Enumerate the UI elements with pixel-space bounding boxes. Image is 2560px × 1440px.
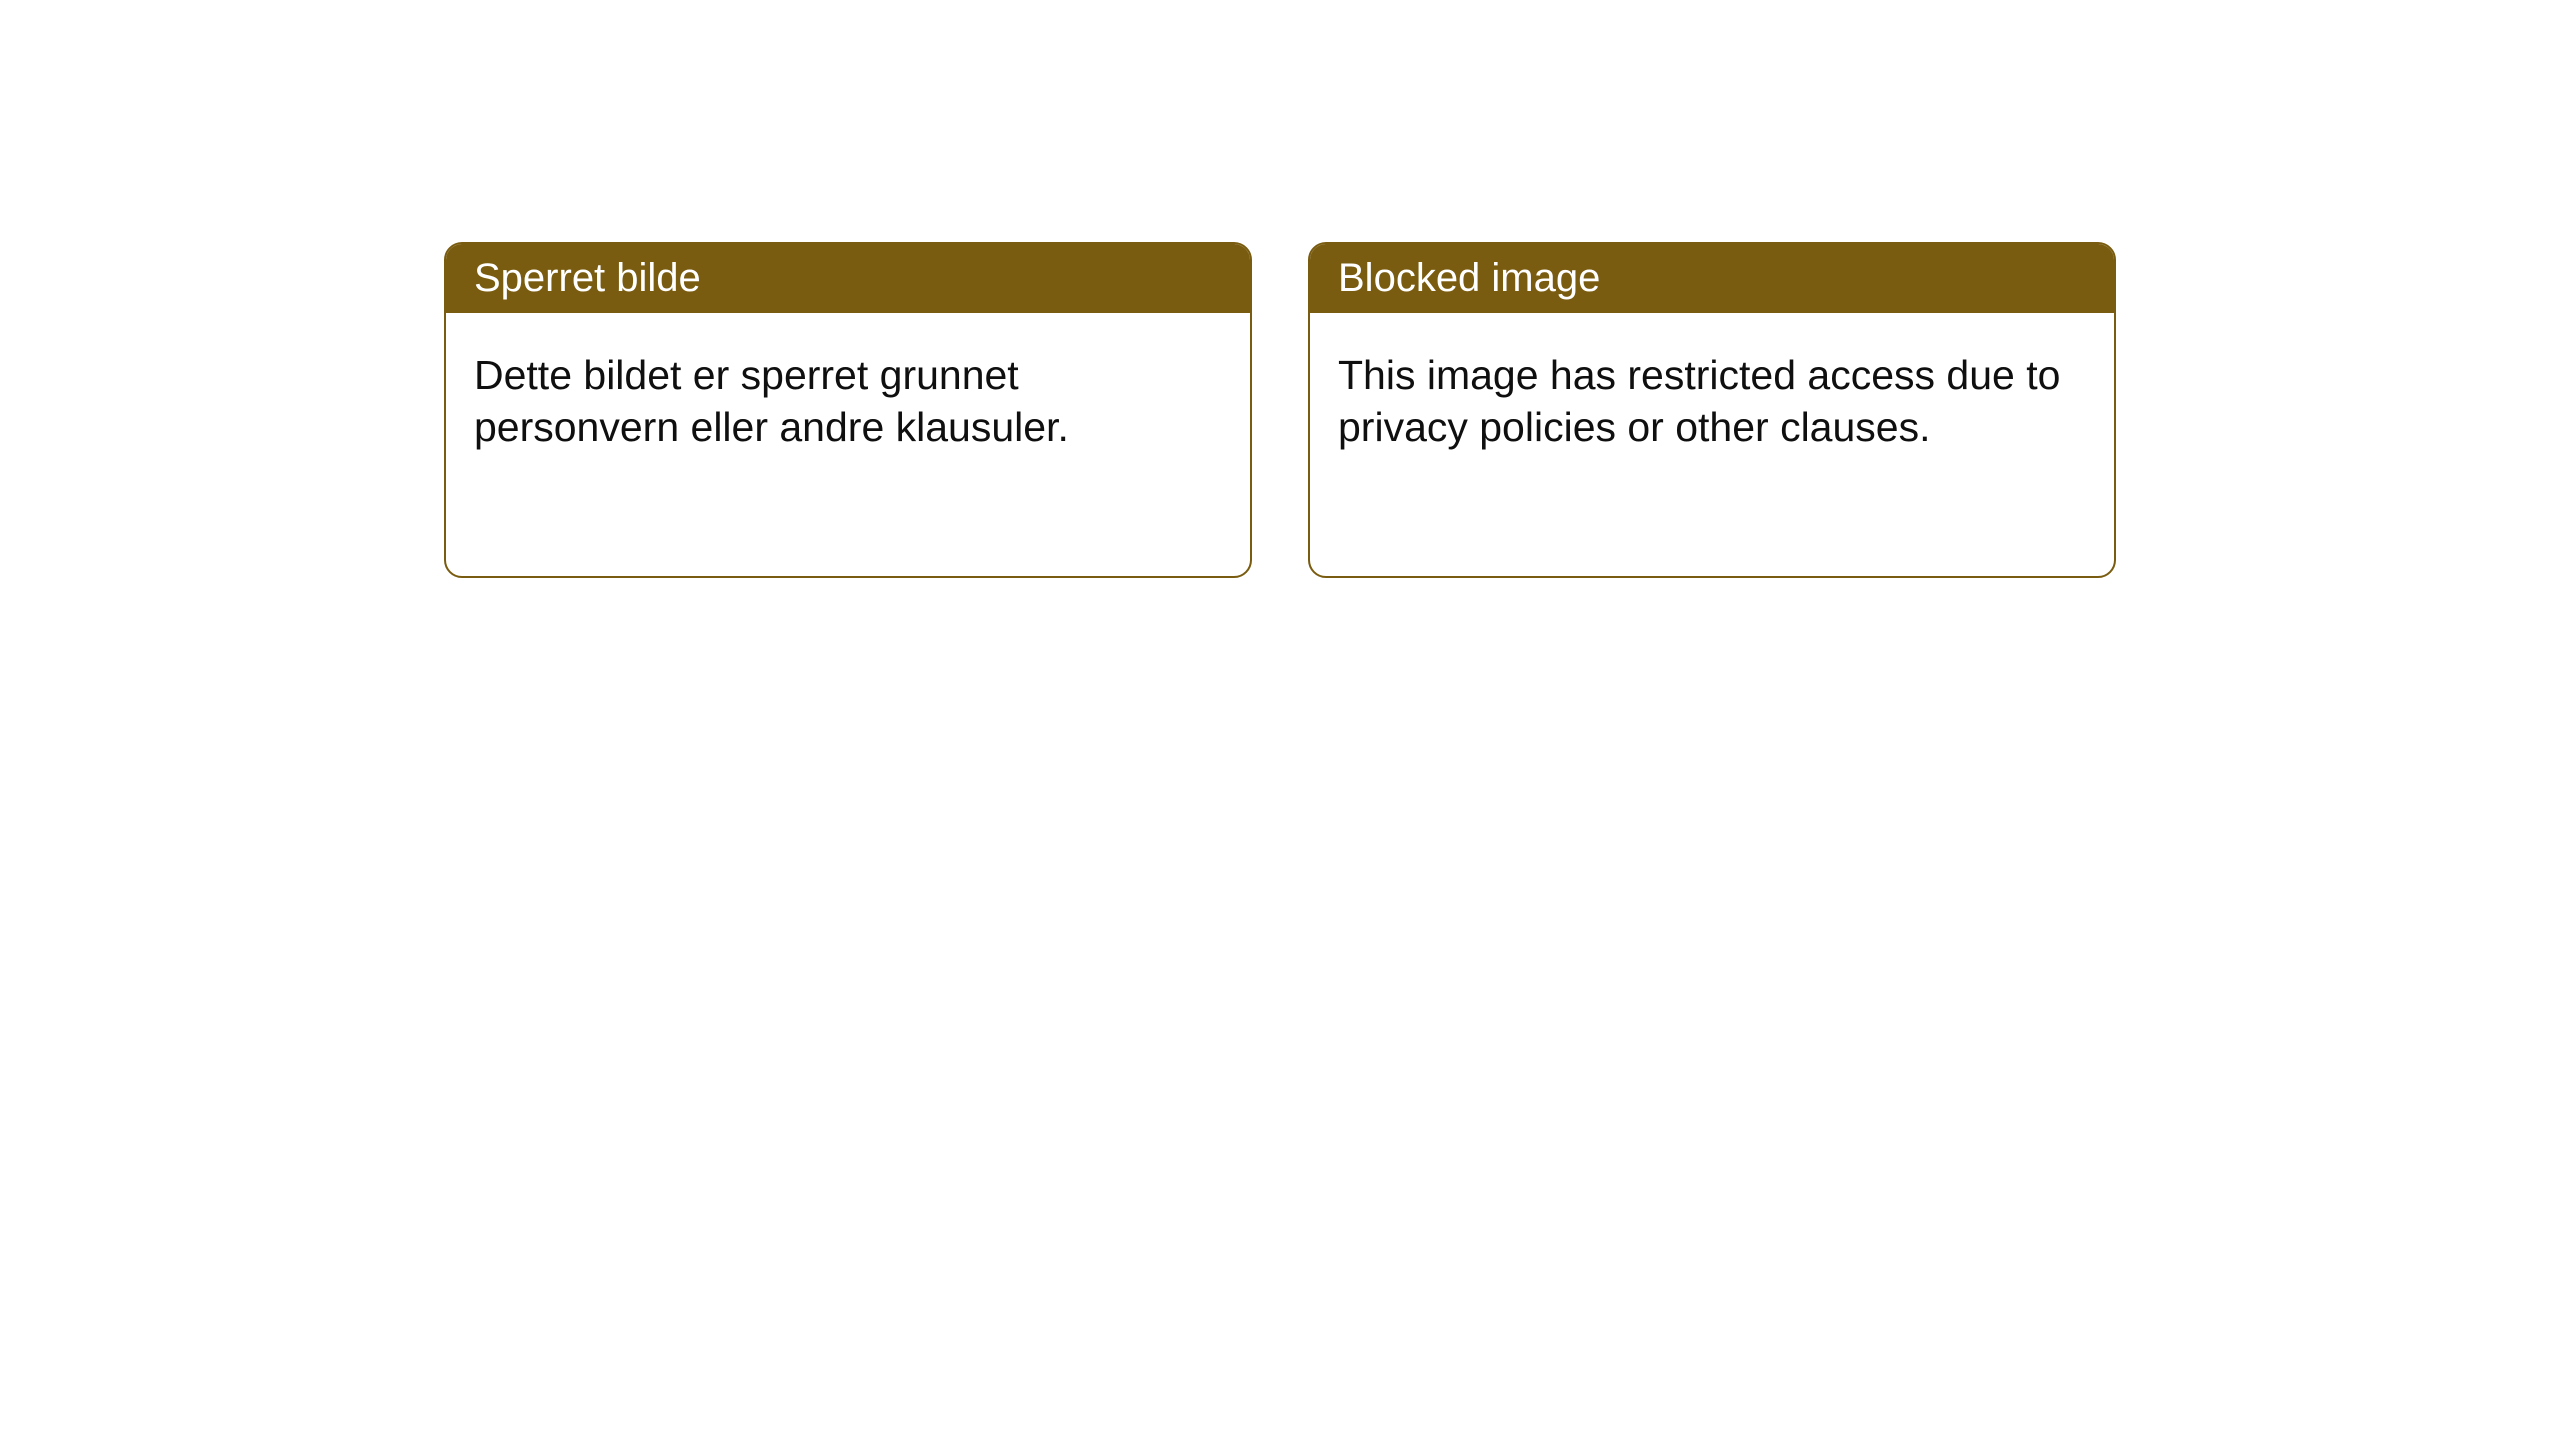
blocked-image-card-no: Sperret bilde Dette bildet er sperret gr…: [444, 242, 1252, 578]
card-header-no: Sperret bilde: [446, 244, 1250, 313]
card-text-en: This image has restricted access due to …: [1338, 352, 2060, 450]
cards-container: Sperret bilde Dette bildet er sperret gr…: [0, 0, 2560, 578]
card-body-no: Dette bildet er sperret grunnet personve…: [446, 313, 1250, 490]
card-text-no: Dette bildet er sperret grunnet personve…: [474, 352, 1069, 450]
blocked-image-card-en: Blocked image This image has restricted …: [1308, 242, 2116, 578]
card-header-en: Blocked image: [1310, 244, 2114, 313]
card-title-no: Sperret bilde: [474, 256, 701, 300]
card-body-en: This image has restricted access due to …: [1310, 313, 2114, 490]
card-title-en: Blocked image: [1338, 256, 1600, 300]
